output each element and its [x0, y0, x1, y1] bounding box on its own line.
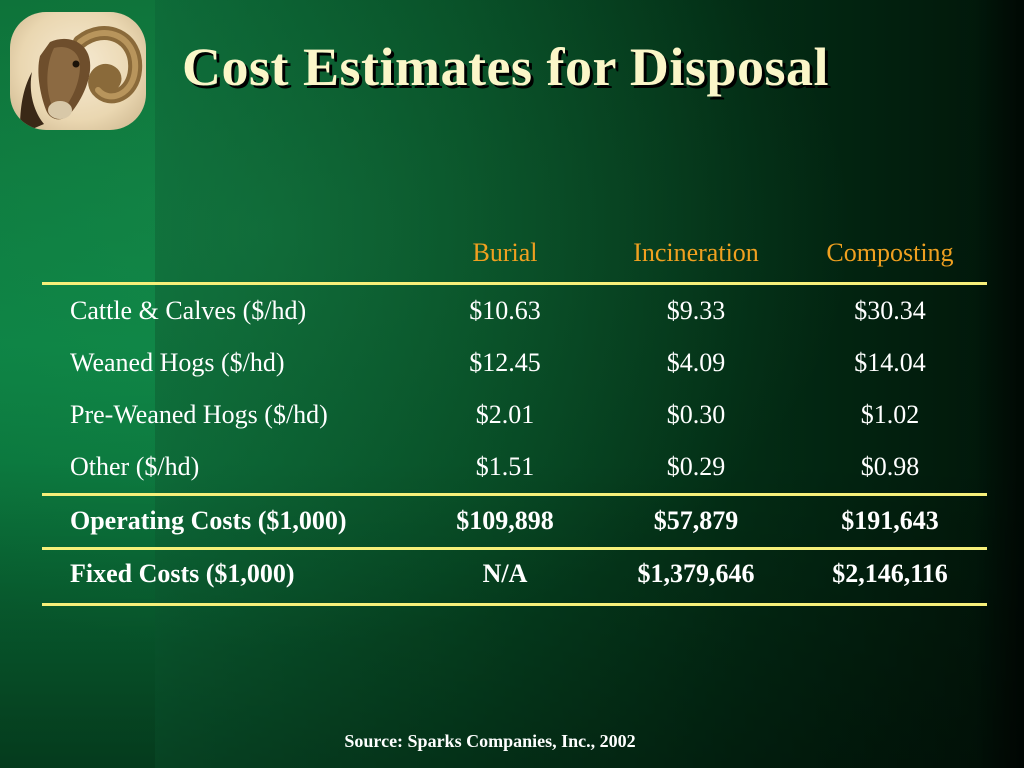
slide-title: Cost Estimates for Disposal	[182, 37, 829, 97]
row-label: Pre-Weaned Hogs ($/hd)	[70, 400, 328, 429]
row-label: Weaned Hogs ($/hd)	[70, 348, 285, 377]
cell-incineration: $57,879	[653, 506, 739, 535]
row-label: Fixed Costs ($1,000)	[70, 559, 295, 588]
cell-incineration: $0.30	[666, 400, 726, 429]
row-label: Other ($/hd)	[70, 452, 200, 481]
cell-incineration: $0.29	[666, 452, 726, 481]
subtotal-rule	[42, 493, 987, 496]
table-row: Weaned Hogs ($/hd) $12.45 $4.09 $14.04	[42, 338, 987, 390]
bottom-rule	[42, 603, 987, 606]
cell-burial: $10.63	[469, 296, 541, 325]
header-rule	[42, 282, 987, 285]
row-label: Operating Costs ($1,000)	[70, 506, 347, 535]
cell-composting: $1.02	[860, 400, 920, 429]
cell-burial: $1.51	[475, 452, 535, 481]
source-note: Source: Sparks Companies, Inc., 2002	[344, 731, 636, 751]
row-label: Cattle & Calves ($/hd)	[70, 296, 307, 325]
bighorn-ram-icon	[20, 26, 143, 130]
right-edge-shadow	[974, 0, 1024, 768]
logo	[10, 12, 146, 130]
cell-burial: $2.01	[475, 400, 535, 429]
cell-composting: $14.04	[854, 348, 926, 377]
cell-composting: $30.34	[854, 296, 926, 325]
row-rule	[42, 547, 987, 550]
cell-burial: $12.45	[469, 348, 541, 377]
cell-incineration: $4.09	[666, 348, 726, 377]
cell-composting: $191,643	[841, 506, 939, 535]
table-row: Other ($/hd) $1.51 $0.29 $0.98	[42, 442, 987, 494]
table-row: Operating Costs ($1,000) $109,898 $57,87…	[42, 496, 987, 548]
cell-incineration: $1,379,646	[637, 559, 755, 588]
column-header-composting: Composting	[826, 238, 954, 267]
table-row: Cattle & Calves ($/hd) $10.63 $9.33 $30.…	[42, 286, 987, 338]
column-header-burial: Burial	[472, 238, 538, 267]
table-row: Pre-Weaned Hogs ($/hd) $2.01 $0.30 $1.02	[42, 390, 987, 442]
column-header-incineration: Incineration	[633, 238, 759, 267]
cell-composting: $0.98	[860, 452, 920, 481]
cell-incineration: $9.33	[666, 296, 726, 325]
cell-burial: N/A	[482, 559, 528, 588]
cell-burial: $109,898	[456, 506, 554, 535]
table-row: Fixed Costs ($1,000) N/A $1,379,646 $2,1…	[42, 549, 987, 601]
cell-composting: $2,146,116	[832, 559, 948, 588]
